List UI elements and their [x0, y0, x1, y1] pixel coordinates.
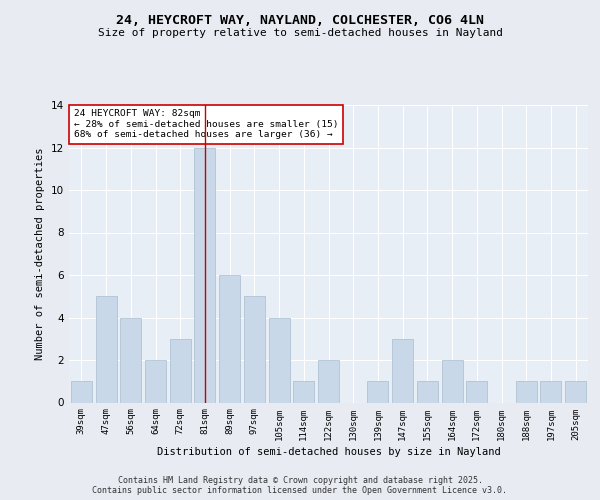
Bar [442, 360, 463, 403]
Bar [170, 339, 191, 402]
Text: 24 HEYCROFT WAY: 82sqm
← 28% of semi-detached houses are smaller (15)
68% of sem: 24 HEYCROFT WAY: 82sqm ← 28% of semi-det… [74, 110, 338, 140]
Y-axis label: Number of semi-detached properties: Number of semi-detached properties [35, 148, 46, 360]
Bar [318, 360, 339, 403]
Bar [219, 275, 240, 402]
Bar [293, 381, 314, 402]
Text: Contains HM Land Registry data © Crown copyright and database right 2025.
Contai: Contains HM Land Registry data © Crown c… [92, 476, 508, 495]
Bar [194, 148, 215, 402]
Text: Size of property relative to semi-detached houses in Nayland: Size of property relative to semi-detach… [97, 28, 503, 38]
Bar [565, 381, 586, 402]
Bar [392, 339, 413, 402]
Bar [244, 296, 265, 403]
Bar [516, 381, 537, 402]
Bar [95, 296, 116, 403]
Bar [120, 318, 141, 402]
X-axis label: Distribution of semi-detached houses by size in Nayland: Distribution of semi-detached houses by … [157, 446, 500, 456]
Bar [367, 381, 388, 402]
Bar [71, 381, 92, 402]
Bar [145, 360, 166, 403]
Bar [269, 318, 290, 402]
Bar [541, 381, 562, 402]
Bar [466, 381, 487, 402]
Text: 24, HEYCROFT WAY, NAYLAND, COLCHESTER, CO6 4LN: 24, HEYCROFT WAY, NAYLAND, COLCHESTER, C… [116, 14, 484, 27]
Bar [417, 381, 438, 402]
